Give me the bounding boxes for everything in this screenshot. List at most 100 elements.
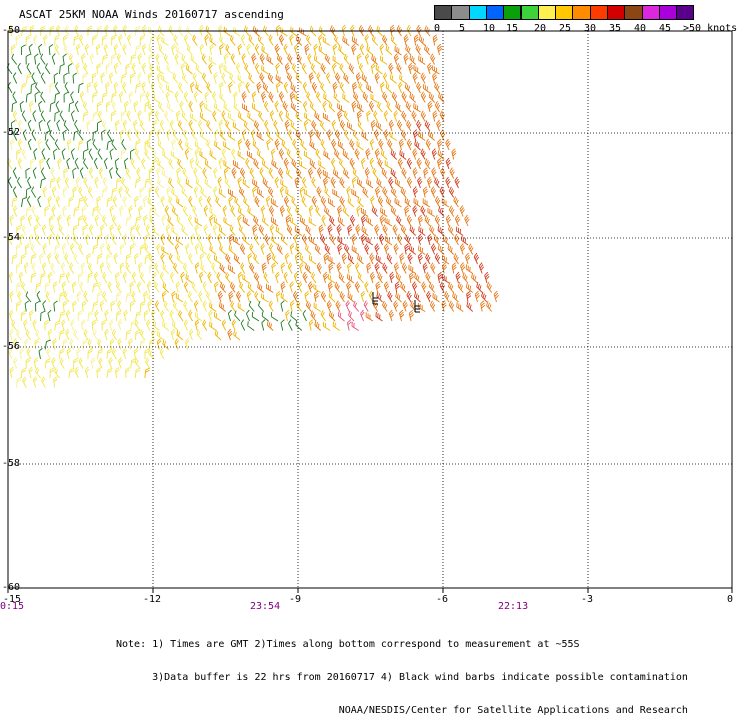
wind-barb (260, 205, 266, 217)
wind-barb (414, 139, 421, 151)
wind-barb (385, 45, 393, 56)
wind-barb (258, 301, 265, 312)
wind-barb (148, 253, 155, 265)
wind-barb (30, 254, 37, 265)
wind-barb (40, 167, 46, 179)
wind-barb (119, 129, 125, 141)
wind-barb (133, 119, 138, 132)
wind-barb (464, 214, 470, 227)
wind-barb (107, 281, 113, 293)
wind-barb (448, 282, 455, 293)
wind-barb (293, 271, 299, 284)
wind-barb (412, 129, 419, 141)
wind-barb (33, 224, 39, 236)
wind-barb (336, 224, 342, 236)
wind-barb (181, 111, 189, 122)
wind-barb (286, 72, 293, 84)
wind-barb (164, 110, 170, 122)
wind-barb (171, 290, 176, 303)
wind-barb (122, 195, 127, 208)
wind-barb (116, 291, 122, 303)
wind-barb (83, 177, 89, 189)
wind-barb (383, 129, 389, 141)
wind-barb (154, 262, 160, 274)
wind-barb (12, 129, 18, 141)
wind-barb (424, 44, 431, 56)
wind-barb (268, 243, 274, 255)
wind-barb (186, 44, 193, 56)
wind-barb (96, 367, 102, 379)
wind-barb (247, 207, 255, 217)
wind-barb (325, 72, 331, 84)
wind-barb (296, 53, 303, 65)
wind-barb (416, 119, 422, 132)
x-tick-label: -9 (289, 594, 302, 605)
wind-barb (214, 102, 222, 113)
wind-barb (107, 129, 113, 141)
wind-barb (242, 178, 250, 189)
wind-barb (380, 207, 388, 217)
wind-barb (420, 91, 427, 103)
wind-barb (40, 272, 46, 284)
wind-barb (355, 72, 362, 84)
wind-barb (327, 224, 333, 236)
wind-barb (238, 225, 246, 236)
wind-barb (218, 119, 224, 132)
wind-barb (21, 26, 28, 37)
wind-barb (253, 272, 260, 284)
wind-barb (308, 217, 317, 227)
wind-barb (128, 338, 133, 350)
wind-barb (121, 177, 127, 189)
wind-barb (63, 44, 70, 56)
wind-barb (429, 300, 436, 312)
wind-barb (417, 252, 423, 265)
wind-barb (97, 253, 103, 265)
wind-barb (118, 186, 123, 198)
wind-barb (466, 290, 472, 303)
wind-barb (202, 167, 208, 179)
y-tick-label: -56 (2, 341, 21, 352)
wind-barb (441, 300, 447, 312)
wind-barb (322, 100, 327, 113)
wind-barb (120, 111, 126, 122)
wind-barb (176, 197, 184, 208)
wind-barb (351, 233, 357, 246)
wind-barb (287, 262, 293, 274)
wind-barb (432, 110, 438, 122)
wind-barb (12, 72, 18, 84)
wind-barb (166, 84, 174, 94)
wind-barb (228, 131, 236, 141)
wind-barb (97, 291, 103, 303)
wind-barb (257, 282, 264, 293)
wind-barb (253, 253, 260, 265)
wind-barb (283, 81, 289, 94)
wind-barb (135, 329, 141, 341)
wind-barb (38, 43, 43, 56)
wind-barb (412, 167, 418, 179)
wind-barb (442, 235, 450, 246)
wind-barb (168, 177, 174, 189)
wind-barb (92, 92, 98, 103)
wind-barb (12, 91, 18, 103)
wind-barb (78, 243, 84, 255)
wind-barb (456, 302, 464, 312)
wind-barb (295, 130, 303, 141)
wind-barb (427, 207, 435, 217)
wind-barb (293, 233, 299, 246)
wind-barb (31, 72, 37, 84)
wind-barb (439, 281, 445, 293)
wind-barb (411, 110, 417, 122)
wind-barb (266, 138, 271, 151)
wind-barb (149, 35, 156, 46)
wind-barb (465, 264, 473, 274)
wind-barb (471, 273, 478, 284)
wind-barb (308, 254, 317, 265)
wind-barb (46, 157, 51, 170)
wind-barb (204, 159, 212, 170)
wind-barb (237, 81, 243, 94)
wind-barb (445, 176, 451, 189)
wind-barb (100, 72, 106, 84)
wind-barb (143, 310, 149, 322)
wind-barb (233, 330, 241, 341)
wind-barb (290, 26, 298, 37)
